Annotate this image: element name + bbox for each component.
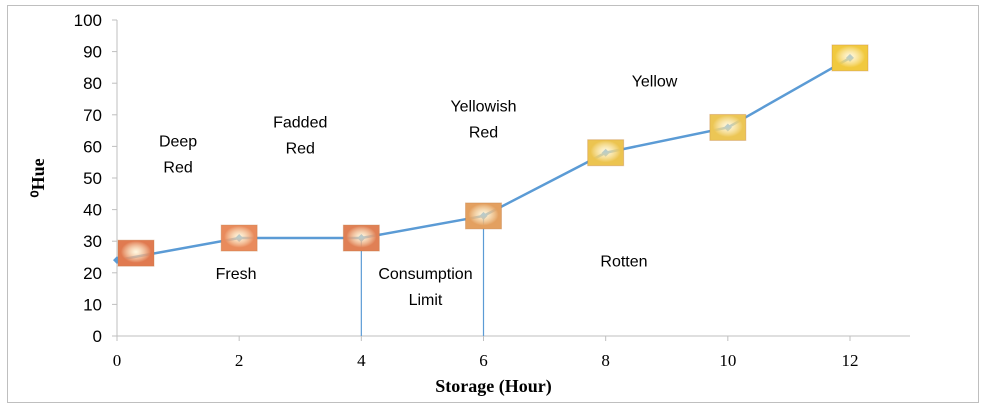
stage-annotation: Deep Red: [159, 133, 197, 176]
y-tick-label: 0: [93, 327, 102, 346]
x-axis: 0 2 4 6 8 10 12: [113, 335, 910, 370]
y-tick-label: 90: [83, 43, 102, 62]
annotations: Deep Red Fadded Red Yellowish Red Yellow Fresh C…: [159, 73, 678, 309]
x-tick-label: 6: [479, 351, 488, 370]
y-tick-label: 30: [83, 232, 102, 251]
stage-annotation: Fadded Red: [273, 114, 327, 157]
x-tick-label: 12: [842, 351, 859, 370]
x-tick-label: 2: [235, 351, 244, 370]
color-swatch: [465, 202, 502, 230]
color-swatch: [117, 239, 155, 267]
stage-annotation: Fresh: [216, 266, 257, 283]
color-swatch: [709, 113, 747, 141]
x-tick-label: 8: [601, 351, 610, 370]
y-tick-label: 40: [83, 201, 102, 220]
y-axis: 0 10 20 30 40 50 60 70 80 90 100: [74, 11, 118, 346]
color-swatches: [117, 44, 869, 267]
y-tick-label: 70: [83, 106, 102, 125]
y-tick-label: 100: [74, 11, 102, 30]
color-swatch: [342, 224, 380, 252]
stage-annotation: Yellow: [632, 73, 678, 90]
y-tick-label: 20: [83, 264, 102, 283]
color-swatch: [587, 139, 625, 167]
y-tick-label: 10: [83, 295, 102, 314]
x-tick-label: 0: [113, 351, 122, 370]
chart-frame: [7, 5, 979, 403]
y-tick-label: 50: [83, 169, 102, 188]
x-tick-label: 4: [357, 351, 366, 370]
x-axis-title: Storage (Hour): [435, 376, 551, 397]
color-swatch: [831, 44, 869, 72]
x-tick-label: 10: [719, 351, 736, 370]
stage-annotation: Rotten: [600, 253, 647, 270]
stage-annotation: Yellowish Red: [450, 99, 516, 142]
y-tick-label: 60: [83, 137, 102, 156]
stage-boundary-lines: [360, 215, 485, 336]
stage-annotation: Consumption Limit: [378, 266, 472, 309]
color-swatch: [220, 224, 258, 252]
y-axis-title: ⁰Hue: [28, 158, 48, 197]
y-tick-label: 80: [83, 74, 102, 93]
